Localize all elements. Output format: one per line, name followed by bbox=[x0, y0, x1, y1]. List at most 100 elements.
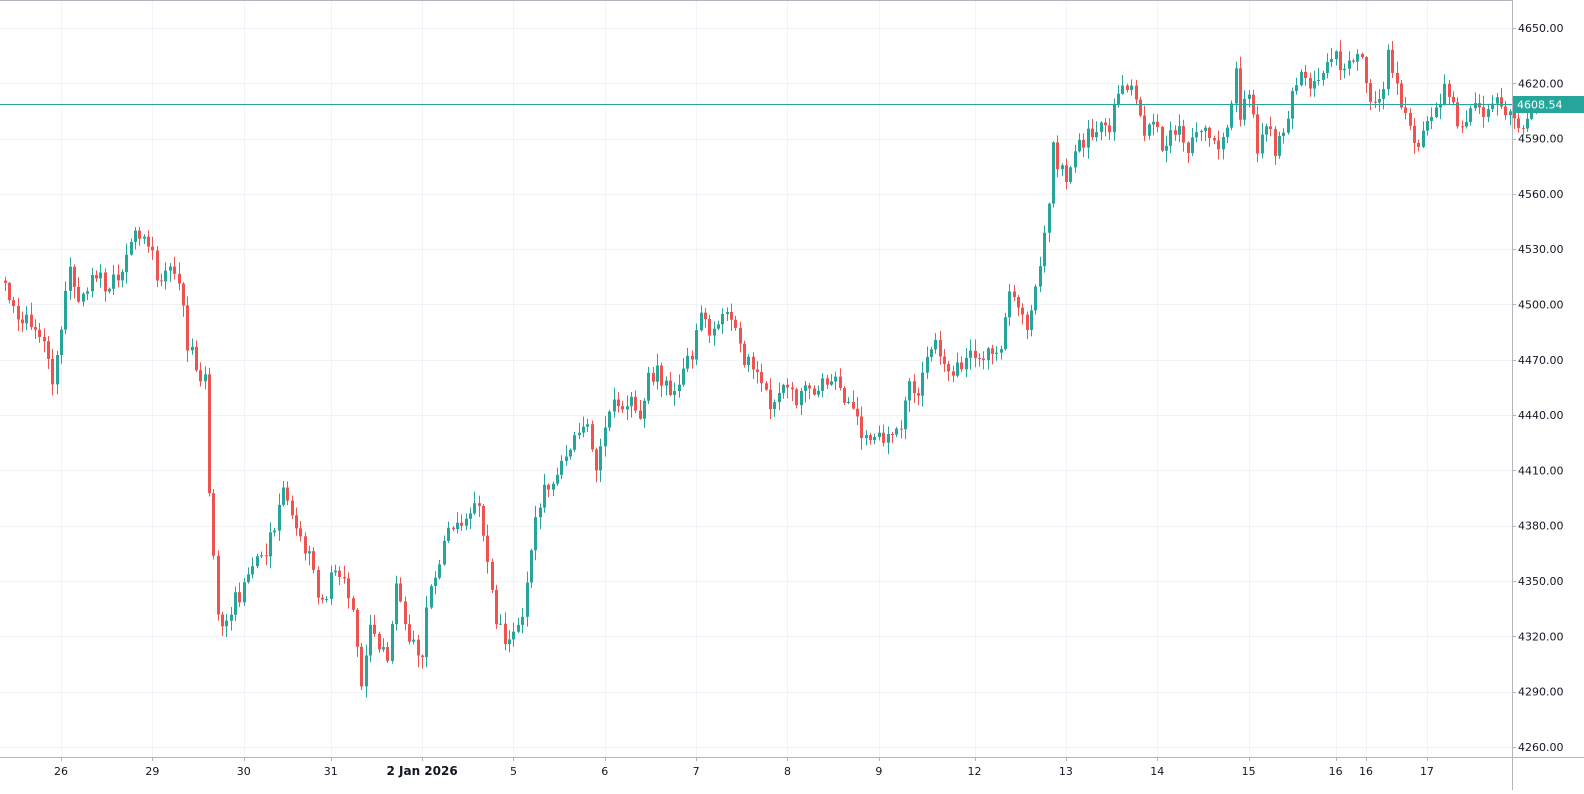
candle-body bbox=[91, 275, 94, 292]
candle-body bbox=[821, 378, 824, 391]
candle-body bbox=[1513, 111, 1516, 119]
candle-body bbox=[295, 515, 298, 529]
candle-body bbox=[338, 570, 341, 578]
candle-body bbox=[34, 327, 37, 330]
candle-body bbox=[456, 522, 459, 530]
candle-body bbox=[1113, 103, 1116, 133]
candle-body bbox=[260, 555, 263, 557]
candle-body bbox=[1361, 53, 1364, 58]
candle-body bbox=[560, 460, 563, 475]
candle-body bbox=[673, 390, 676, 395]
candle-body bbox=[173, 266, 176, 274]
x-tick-label: 13 bbox=[1059, 765, 1073, 778]
candle-body bbox=[117, 274, 120, 281]
candle-body bbox=[504, 623, 507, 644]
candle-body bbox=[495, 589, 498, 625]
candle-body bbox=[469, 513, 472, 519]
candle-body bbox=[1039, 266, 1042, 287]
candle-body bbox=[486, 535, 489, 562]
candle-body bbox=[1256, 114, 1259, 154]
candle-body bbox=[1352, 60, 1355, 62]
candle-body bbox=[795, 389, 798, 406]
x-tick-label: 2 Jan 2026 bbox=[386, 764, 457, 778]
y-tick-label: 4410.00 bbox=[1518, 464, 1564, 477]
x-tick-label: 26 bbox=[54, 765, 68, 778]
y-tick-label: 4650.00 bbox=[1518, 22, 1564, 35]
candle-body bbox=[1021, 307, 1024, 315]
candle-body bbox=[438, 564, 441, 578]
candle-body bbox=[478, 503, 481, 506]
candle-body bbox=[639, 410, 642, 419]
y-tick-label: 4350.00 bbox=[1518, 575, 1564, 588]
candle-body bbox=[682, 368, 685, 385]
candle-body bbox=[1396, 72, 1399, 84]
candle-body bbox=[947, 364, 950, 372]
candle-body bbox=[734, 319, 737, 328]
candle-body bbox=[373, 624, 376, 634]
candle-body bbox=[591, 424, 594, 450]
candle-body bbox=[369, 624, 372, 656]
candle-body bbox=[1008, 291, 1011, 318]
candle-body bbox=[800, 390, 803, 406]
x-tick-label: 16 bbox=[1329, 765, 1343, 778]
candle-body bbox=[978, 358, 981, 360]
candle-body bbox=[1152, 121, 1155, 125]
candle-body bbox=[204, 374, 207, 382]
x-tick-label: 7 bbox=[693, 765, 700, 778]
candle-body bbox=[221, 614, 224, 627]
candle-body bbox=[1322, 73, 1325, 80]
candle-body bbox=[1391, 49, 1394, 73]
candle-body bbox=[1117, 93, 1120, 104]
candle-body bbox=[887, 433, 890, 443]
candle-body bbox=[721, 314, 724, 325]
candle-body bbox=[1130, 85, 1133, 90]
candle-body bbox=[225, 620, 228, 627]
candle-body bbox=[1017, 297, 1020, 308]
candle-body bbox=[1348, 60, 1351, 69]
candle-body bbox=[817, 390, 820, 395]
candle-body bbox=[1191, 137, 1194, 153]
candle-body bbox=[1474, 103, 1477, 109]
candle-body bbox=[130, 241, 133, 255]
candle-body bbox=[726, 311, 729, 315]
candle-body bbox=[1422, 130, 1425, 147]
candle-body bbox=[473, 503, 476, 514]
candle-body bbox=[278, 504, 281, 531]
candle-body bbox=[1409, 112, 1412, 126]
candle-body bbox=[365, 655, 368, 687]
candle-body bbox=[421, 655, 424, 658]
candle-body bbox=[247, 574, 250, 583]
candle-body bbox=[860, 416, 863, 438]
candle-body bbox=[987, 348, 990, 361]
candle-body bbox=[156, 250, 159, 281]
candle-body bbox=[852, 402, 855, 409]
candle-body bbox=[134, 230, 137, 242]
candle-body bbox=[1313, 81, 1316, 89]
candle-body bbox=[386, 647, 389, 661]
candle-body bbox=[412, 639, 415, 642]
candle-body bbox=[1195, 132, 1198, 138]
candle-body bbox=[730, 311, 733, 320]
candle-body bbox=[1078, 139, 1081, 152]
candle-body bbox=[1413, 125, 1416, 143]
candle-body bbox=[282, 487, 285, 505]
candle-body bbox=[95, 275, 98, 279]
candle-body bbox=[482, 505, 485, 536]
candle-body bbox=[1387, 49, 1390, 90]
candle-body bbox=[1065, 165, 1068, 182]
candle-body bbox=[238, 592, 241, 603]
x-tick-label: 14 bbox=[1150, 765, 1164, 778]
candle-body bbox=[1509, 111, 1512, 116]
candle-body bbox=[595, 449, 598, 471]
candle-body bbox=[621, 406, 624, 410]
candle-body bbox=[839, 376, 842, 388]
candle-body bbox=[425, 607, 428, 658]
candle-body bbox=[125, 254, 128, 273]
candle-body bbox=[82, 293, 85, 302]
candle-body bbox=[530, 550, 533, 583]
candle-body bbox=[160, 280, 163, 282]
candle-body bbox=[739, 327, 742, 344]
candle-body bbox=[843, 387, 846, 403]
